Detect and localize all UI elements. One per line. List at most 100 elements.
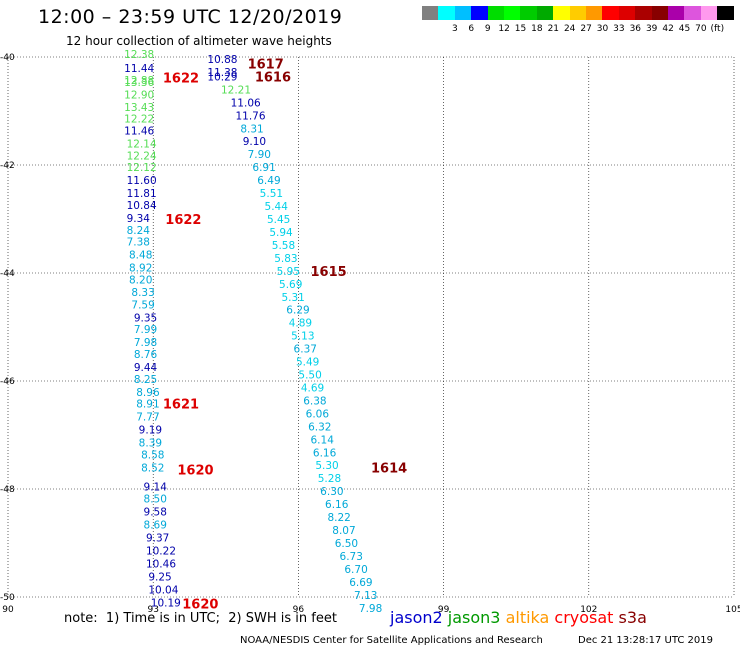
time-label: 1620	[182, 597, 218, 612]
wave-height-value: 7.98	[359, 603, 382, 615]
color-label: (ft)	[710, 24, 725, 34]
color-label: 33	[613, 24, 625, 34]
wave-height-value: 9.35	[134, 312, 157, 324]
wave-height-value: 10.84	[127, 200, 157, 212]
wave-height-value: 9.14	[144, 481, 168, 493]
time-label: 1614	[371, 461, 407, 476]
wave-height-value: 5.83	[274, 253, 297, 265]
x-tick-label: 96	[293, 605, 305, 615]
wave-height-value: 8.48	[129, 250, 152, 262]
color-swatch	[504, 6, 521, 20]
wave-height-value: 10.22	[146, 546, 176, 558]
color-swatch	[684, 6, 702, 20]
color-label: 15	[514, 24, 527, 34]
wave-height-value: 11.76	[235, 110, 265, 122]
time-label: 1617	[248, 57, 284, 72]
wave-height-value: 6.16	[313, 447, 337, 459]
wave-height-value: 6.73	[340, 551, 363, 563]
wave-height-value: 8.58	[141, 449, 164, 461]
color-label: 18	[531, 24, 543, 34]
wave-height-value: 12.14	[127, 138, 157, 150]
wave-height-value: 13.43	[124, 102, 154, 114]
color-label: 30	[596, 24, 609, 34]
time-label: 1621	[163, 398, 199, 413]
wave-height-value: 6.49	[257, 175, 280, 187]
wave-height-value: 9.34	[127, 213, 151, 225]
satellite-cryosat: cryosat	[554, 608, 619, 627]
wave-height-value: 5.49	[296, 357, 319, 369]
wave-height-value: 7.59	[131, 299, 154, 311]
wave-height-value: 12.21	[221, 84, 251, 96]
color-swatch	[635, 6, 653, 20]
color-swatch	[651, 6, 669, 20]
wave-height-value: 6.32	[308, 421, 331, 433]
color-swatch	[536, 6, 554, 20]
wave-height-value: 8.96	[136, 387, 160, 399]
wave-height-value: 12.12	[127, 162, 157, 174]
color-label: 12	[498, 24, 510, 34]
wave-height-value: 6.50	[335, 538, 358, 550]
wave-height-value: 8.52	[141, 462, 164, 474]
wave-height-value: 9.58	[144, 507, 167, 519]
wave-height-value: 12.24	[127, 150, 157, 162]
wave-height-value: 8.50	[144, 494, 167, 506]
wave-height-value: 8.22	[327, 512, 350, 524]
wave-height-value: 7.98	[134, 337, 157, 349]
credit-text: NOAA/NESDIS Center for Satellite Applica…	[240, 635, 543, 646]
time-label: 1622	[163, 72, 199, 87]
color-label: 36	[629, 24, 642, 34]
color-swatch	[586, 6, 603, 20]
color-swatch	[717, 6, 735, 20]
wave-height-value: 6.70	[344, 564, 367, 576]
satellite-jason3: jason3	[447, 608, 506, 627]
wave-height-value: 5.45	[267, 214, 290, 226]
wave-height-value: 5.28	[318, 473, 341, 485]
wave-height-value: 8.25	[134, 374, 157, 386]
time-label: 1620	[177, 464, 213, 479]
wave-height-value: 4.69	[301, 382, 324, 394]
wave-height-value: 6.69	[349, 577, 372, 589]
x-tick-label: 105	[725, 605, 740, 615]
color-swatch	[471, 6, 489, 20]
wave-height-value: 6.38	[303, 395, 326, 407]
wave-height-value: 8.76	[134, 349, 158, 361]
color-label: 6	[468, 24, 475, 34]
y-tick-label: -40	[0, 53, 15, 63]
wave-height-value: 8.91	[136, 399, 159, 411]
color-label: 39	[645, 24, 658, 34]
color-label: 45	[678, 24, 691, 34]
wave-height-value: 5.51	[260, 188, 283, 200]
wave-height-value: 8.92	[129, 263, 152, 275]
wave-height-value: 5.31	[281, 292, 304, 304]
color-swatch	[700, 6, 718, 20]
wave-height-value: 11.44	[124, 63, 154, 75]
wave-height-value: 6.30	[320, 486, 343, 498]
wave-height-value: 12.38	[124, 49, 154, 61]
wave-height-value: 8.39	[139, 438, 162, 450]
wave-height-value: 12.90	[124, 89, 154, 101]
color-swatch	[487, 6, 505, 20]
wave-height-value: 9.37	[146, 533, 169, 545]
wave-height-value: 6.91	[252, 162, 275, 174]
y-tick-label: -46	[0, 377, 15, 387]
wave-height-value: 8.69	[144, 520, 167, 532]
color-label: 27	[580, 24, 592, 34]
color-swatch	[520, 6, 538, 20]
x-tick-label: 99	[438, 605, 450, 615]
wave-height-value: 10.19	[151, 597, 181, 609]
timestamp-text: Dec 21 13:28:17 UTC 2019	[578, 635, 713, 646]
color-label: 24	[563, 24, 576, 34]
wave-height-value: 12.88	[124, 75, 154, 87]
color-swatch	[602, 6, 620, 20]
wave-height-value: 11.81	[127, 188, 157, 200]
satellite-jason2: jason2	[390, 608, 448, 627]
satellite-altika: altika	[505, 608, 555, 627]
color-label: 3	[452, 24, 458, 34]
wave-height-value: 9.25	[148, 571, 171, 583]
wave-height-value: 10.04	[148, 584, 178, 596]
wave-height-value: 10.88	[207, 54, 237, 66]
color-label: 42	[662, 24, 674, 34]
time-label: 1616	[255, 70, 291, 85]
wave-height-value: 5.94	[269, 227, 293, 239]
